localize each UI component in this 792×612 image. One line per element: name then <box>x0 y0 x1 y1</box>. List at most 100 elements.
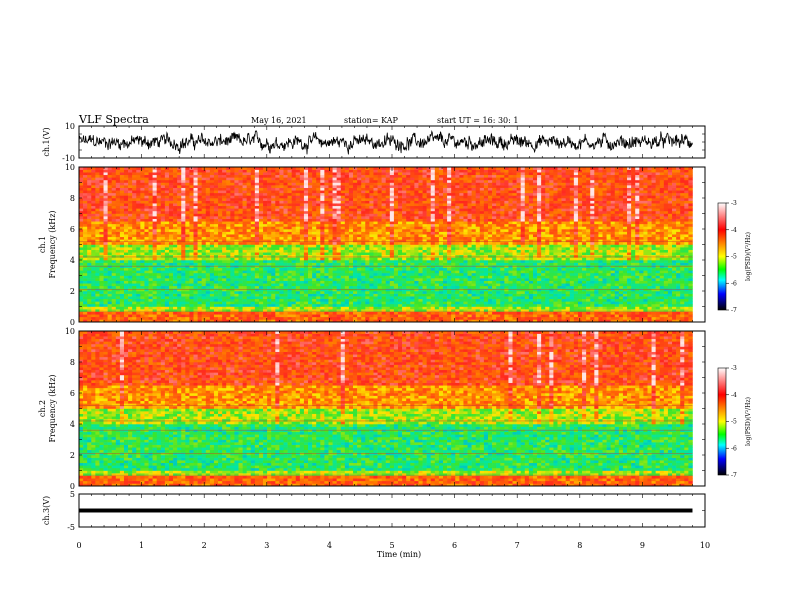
spectrogram-cell <box>389 296 395 300</box>
spectrogram-cell <box>254 190 260 194</box>
spectrogram-cell <box>95 234 100 238</box>
spectrogram-cell <box>132 221 137 225</box>
spectrogram-cell <box>308 241 313 245</box>
spectrogram-cell <box>173 221 178 225</box>
spectrogram-cell <box>193 303 198 307</box>
spectrogram-cell <box>316 252 321 256</box>
spectrogram-cell <box>250 205 256 209</box>
spectrogram-cell <box>168 262 174 266</box>
spectrogram-cell <box>193 244 198 248</box>
spectrogram-cell <box>263 306 268 310</box>
spectrogram-cell <box>291 223 297 227</box>
spectrogram-cell <box>316 270 321 274</box>
spectrogram-cell <box>123 198 129 201</box>
spectrogram-cell <box>332 205 337 209</box>
spectrogram-cell <box>83 316 88 320</box>
spectrogram-cell <box>173 285 178 289</box>
spectrogram-cell <box>193 260 198 263</box>
spectrogram-cell <box>373 257 378 261</box>
spectrogram-cell <box>213 187 219 191</box>
spectrogram-cell <box>389 226 395 230</box>
spectrogram-cell <box>385 252 391 256</box>
spectrogram-cell <box>365 200 370 204</box>
spectrogram-cell <box>152 185 158 188</box>
spectrogram-cell <box>369 262 374 266</box>
spectrogram-cell <box>385 172 391 176</box>
spectrogram-cell <box>410 291 415 294</box>
spectrogram-cell <box>218 226 223 230</box>
spectrogram-cell <box>103 270 108 274</box>
spectrogram-cell <box>336 244 342 248</box>
spectrogram-cell <box>402 306 407 310</box>
spectrogram-cell <box>209 249 215 253</box>
spectrogram-cell <box>389 236 395 240</box>
spectrogram-cell <box>148 280 153 284</box>
spectrogram-cell <box>234 231 239 235</box>
spectrogram-cell <box>144 226 149 230</box>
spectrogram-cell <box>377 236 382 240</box>
spectrogram-cell <box>406 177 411 181</box>
spectrogram-cell <box>357 314 362 318</box>
spectrogram-cell <box>381 272 387 276</box>
spectrogram-cell <box>168 283 174 287</box>
spectrogram-cell <box>95 272 100 276</box>
spectrogram-cell <box>91 288 96 292</box>
spectrogram-cell <box>308 231 313 235</box>
spectrogram-cell <box>222 270 227 274</box>
spectrogram-cell <box>287 278 292 281</box>
spectrogram-cell <box>263 252 268 256</box>
spectrogram-cell <box>287 172 292 176</box>
spectrogram-cell <box>361 249 366 253</box>
spectrogram-cell <box>209 236 215 240</box>
spectrogram-cell <box>336 280 342 284</box>
spectrogram-cell <box>119 236 125 240</box>
spectrogram-cell <box>320 182 325 186</box>
spectrogram-cell <box>160 239 166 243</box>
spectrogram-cell <box>128 249 133 253</box>
spectrogram-cell <box>250 309 256 312</box>
spectrogram-cell <box>393 210 399 214</box>
spectrogram-cell <box>303 203 309 207</box>
spectrogram-cell <box>385 296 391 300</box>
spectrogram-cell <box>393 267 399 271</box>
spectrogram-cell <box>406 203 411 207</box>
spectrogram-cell <box>218 262 223 266</box>
spectrogram-cell <box>393 278 399 281</box>
spectrogram-cell <box>152 241 158 245</box>
spectrogram-cell <box>197 198 202 201</box>
spectrogram-cell <box>156 298 162 302</box>
spectrogram-cell <box>324 200 329 204</box>
spectrogram-cell <box>177 280 182 284</box>
spectrogram-cell <box>398 200 403 204</box>
spectrogram-cell <box>328 179 333 183</box>
spectrogram-cell <box>226 192 231 196</box>
spectrogram-cell <box>230 179 235 183</box>
spectrogram-cell <box>299 314 305 318</box>
spectrogram-cell <box>263 241 268 245</box>
spectrogram-cell <box>213 314 219 318</box>
spectrogram-cell <box>189 190 194 194</box>
spectrogram-cell <box>320 244 325 248</box>
spectrogram-cell <box>320 309 325 312</box>
spectrogram-cell <box>197 280 202 284</box>
spectrogram-cell <box>140 226 145 230</box>
spectrogram-cell <box>148 239 153 243</box>
spectrogram-cell <box>103 249 108 253</box>
spectrogram-cell <box>115 226 121 230</box>
spectrogram-cell <box>406 226 411 230</box>
spectrogram-cell <box>381 283 387 287</box>
spectrogram-cell <box>128 283 133 287</box>
spectrogram-cell <box>357 174 362 178</box>
spectrogram-cell <box>258 241 264 245</box>
spectrogram-cell <box>271 319 276 323</box>
spectrogram-cell <box>209 192 215 196</box>
spectrogram-cell <box>295 262 301 266</box>
spectrogram-cell <box>275 177 280 181</box>
spectrogram-cell <box>275 260 280 263</box>
spectrogram-cell <box>402 301 407 305</box>
spectrogram-cell <box>95 280 100 284</box>
spectrogram-cell <box>103 272 108 276</box>
spectrogram-cell <box>119 234 125 238</box>
spectrogram-cell <box>275 198 280 201</box>
spectrogram-cell <box>291 226 297 230</box>
